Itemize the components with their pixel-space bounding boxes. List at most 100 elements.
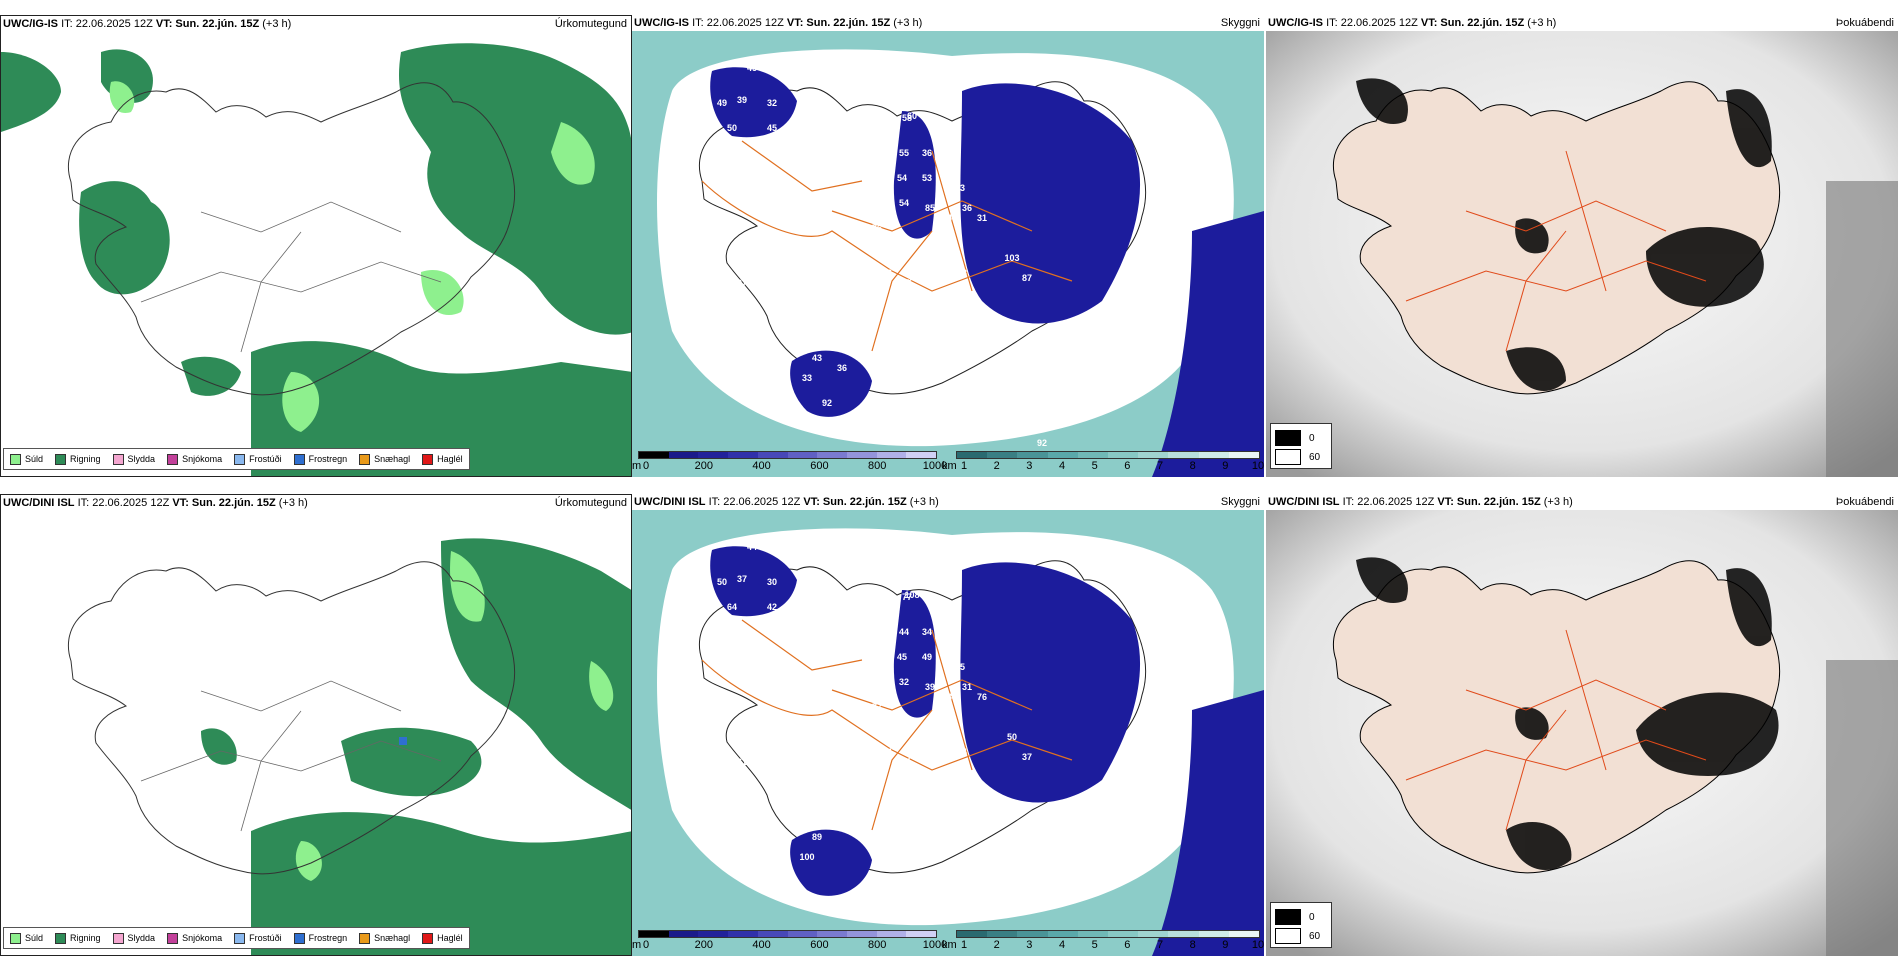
visibility-value: 36 [922, 148, 932, 158]
visibility-value: 46 [947, 213, 957, 223]
colorbar-tick: 2 [993, 460, 1000, 472]
visibility-value: 89 [812, 832, 822, 842]
visibility-panel-top: UWC/IG-IS IT: 22.06.2025 12Z VT: Sun. 22… [632, 15, 1264, 477]
panel-title: Úrkomutegund [554, 497, 627, 509]
visibility-value: 77 [872, 702, 882, 712]
precip-legend: Súld Rigning Slydda Snjókoma Frostúði Frostre… [3, 448, 470, 470]
visibility-value: 53 [922, 173, 932, 183]
visibility-value: 77 [902, 592, 912, 602]
colorbar-tick: 8 [1189, 939, 1196, 951]
visibility-value: 46 [862, 238, 872, 248]
legend-swatch [293, 932, 305, 944]
colorbar-tick: 1000 [922, 460, 948, 472]
visibility-value: 34 [922, 627, 932, 637]
legend-label: Frostregn [308, 454, 348, 464]
road-network [701, 140, 1073, 352]
visibility-value: 46 [895, 717, 905, 727]
low-ceiling-area [790, 350, 872, 417]
precip-legend: Súld Rigning Slydda Snjókoma Frostúði Frostre… [3, 927, 470, 949]
visibility-value: 49 [717, 98, 727, 108]
legend-item: Frostregn [293, 932, 347, 944]
legend-swatch [112, 932, 124, 944]
colorbar-unit: km [942, 460, 957, 472]
legend-item: Súld [10, 932, 43, 944]
visibility-value: 90 [867, 777, 877, 787]
visibility-value: 42 [787, 607, 797, 617]
visibility-value: 35 [955, 662, 965, 672]
legend-swatch [112, 453, 124, 465]
legend-item: Slydda [112, 932, 156, 944]
visibility-value: 44 [899, 627, 909, 637]
visibility-value: 92 [777, 827, 787, 837]
visibility-value: 39 [925, 682, 935, 692]
visibility-value: 103 [1004, 253, 1019, 263]
visibility-value: 92 [822, 398, 832, 408]
visibility-value: 33 [955, 183, 965, 193]
visibility-value: 34 [942, 168, 952, 178]
colorbar-tick: 1 [960, 939, 968, 951]
visibility-value: 55 [907, 273, 917, 283]
visibility-value: 67 [932, 757, 942, 767]
legend-label: Frostúði [249, 454, 282, 464]
legend-item: Rigning [55, 932, 101, 944]
visibility-value: 34 [942, 647, 952, 657]
colorbar-tick: 6 [1124, 460, 1131, 472]
visibility-value: 49 [922, 652, 932, 662]
low-ceiling-area [893, 590, 936, 718]
panel-header: UWC/IG-IS IT: 22.06.2025 12Z VT: Sun. 22… [634, 17, 923, 29]
visibility-value: 55 [847, 742, 857, 752]
precip-map [1, 511, 632, 956]
visibility-value: 128 [844, 263, 859, 273]
legend-label: Slydda [127, 933, 156, 943]
visibility-value: 43 [812, 353, 822, 363]
visibility-value: 61 [737, 757, 747, 767]
visibility-value: 63 [957, 268, 967, 278]
visibility-value: 31 [962, 682, 972, 692]
legend-item: Haglél [422, 453, 463, 465]
legend-item: Frostúði [234, 453, 282, 465]
colorbar-unit: m [632, 460, 642, 472]
ceiling-colorbar: m 0 200 400 600 800 1000 [632, 451, 947, 473]
legend-swatch [422, 932, 434, 944]
visibility-colorbar: km 1 2 3 4 5 6 7 8 9 10 [942, 451, 1264, 473]
colorbar-tick: 4 [1058, 460, 1066, 472]
visibility-value: 45 [747, 63, 757, 73]
legend-label: Snjókoma [182, 933, 223, 943]
colorbar-tick: 400 [752, 460, 771, 472]
visibility-value: 91 [802, 288, 812, 298]
colorbar-tick: 0 [642, 939, 650, 951]
legend-label: Rigning [70, 933, 101, 943]
legend-item: Rigning [55, 453, 101, 465]
visibility-value: 67 [947, 732, 957, 742]
colorbar-tick: 600 [810, 460, 829, 472]
legend-item: Snjókoma [167, 932, 223, 944]
visibility-value: 131 [1044, 418, 1059, 428]
panel-header: UWC/IG-IS IT: 22.06.2025 12Z VT: Sun. 22… [1268, 17, 1557, 29]
legend-swatch [234, 932, 246, 944]
legend-swatch [167, 932, 179, 944]
colorbar-unit: km [942, 939, 957, 951]
legend-swatch [10, 453, 21, 465]
colorbar-tick: 2 [993, 939, 1000, 951]
visibility-value: 45 [767, 123, 777, 133]
legend-label: Snjókoma [182, 454, 223, 464]
legend-swatch [55, 932, 67, 944]
visibility-value: 46 [877, 600, 887, 610]
colorbar-tick: 5 [1091, 939, 1098, 951]
visibility-value: 64 [727, 602, 737, 612]
legend-item: Frostúði [234, 932, 282, 944]
fog-map [1266, 31, 1898, 477]
colorbar-tick: 9 [1222, 460, 1229, 472]
legend-item: Slydda [112, 453, 155, 465]
visibility-value: 36 [962, 203, 972, 213]
legend-item: Snjókoma [167, 453, 223, 465]
visibility-value: 86 [822, 767, 832, 777]
legend-label: Frostúði [249, 933, 282, 943]
visibility-value: 60 [797, 303, 807, 313]
visibility-value: 37 [737, 574, 747, 584]
visibility-value: 31 [977, 213, 987, 223]
legend-swatch [55, 453, 67, 465]
legend-label: Rigning [70, 454, 101, 464]
visibility-value: 42 [947, 253, 957, 263]
visibility-value: 54 [957, 747, 967, 757]
